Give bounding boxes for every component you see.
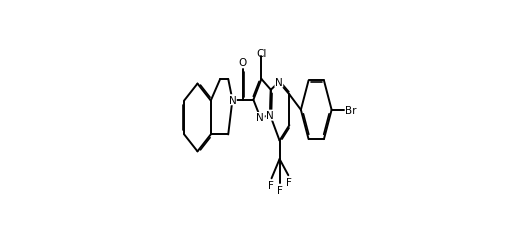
Text: Br: Br [345,105,356,115]
Text: N: N [275,78,283,88]
Text: F: F [268,180,274,190]
Text: Cl: Cl [256,48,267,58]
Text: F: F [277,185,282,195]
Text: N: N [266,111,274,121]
Text: O: O [239,57,247,68]
Text: F: F [286,177,292,187]
Text: N: N [229,95,236,105]
Text: N: N [257,113,264,123]
